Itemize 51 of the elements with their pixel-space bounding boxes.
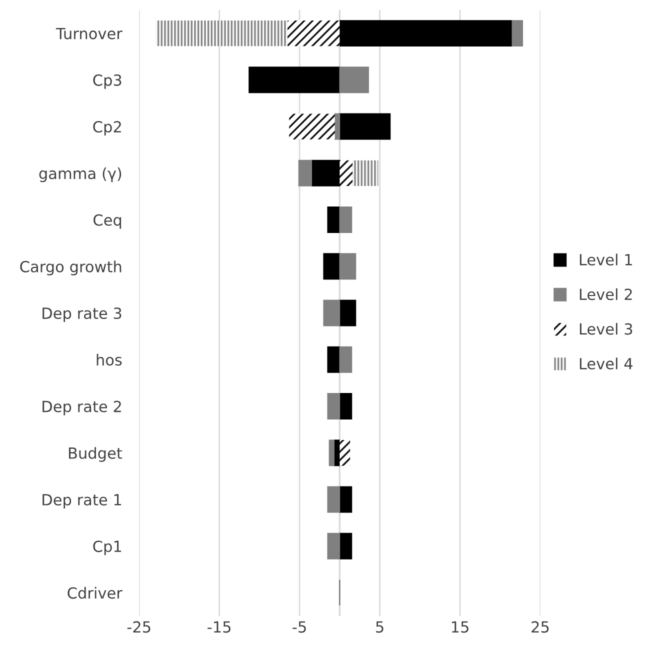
bar [352,160,378,186]
x-tick-label: -15 [208,621,230,633]
bar [327,393,340,420]
legend-label: Level 1 [580,254,632,266]
bar [340,160,353,186]
x-tick-label: -5 [292,621,306,633]
legend-label: Level 2 [580,288,632,300]
bar [339,20,513,47]
bar [327,532,340,560]
bar [311,160,340,186]
bar [289,114,335,140]
bar [339,486,352,513]
bar [340,440,350,466]
bar [339,66,369,94]
y-tick-label: hos [96,354,122,366]
bar [339,300,356,326]
bar [248,66,340,94]
y-tick-label: Dep rate 3 [42,307,122,322]
y-tick-label: Ceq [94,214,122,229]
x-tick-label: 5 [376,621,384,633]
bar [339,206,352,234]
bar [298,160,312,186]
y-tick-label: Cp1 [93,540,122,556]
y-tick-label: Cp3 [93,74,122,89]
bar [328,440,334,466]
bar [323,253,340,280]
y-tick-label: Cp2 [93,121,121,136]
y-tick-label: Cdriver [68,586,122,599]
bar [288,20,340,46]
bar [327,206,340,234]
bar [339,346,352,373]
y-tick-label: gamma (γ) [39,167,122,182]
bar [156,20,288,46]
bar [339,253,356,280]
x-tick-label: 25 [532,621,549,633]
bar [512,20,524,47]
bar [323,300,340,326]
bar [339,532,352,560]
y-tick-label: Turnover [56,28,122,40]
bar [339,113,391,140]
y-tick-label: Budget [68,447,122,462]
y-tick-label: Dep rate 2 [42,400,121,416]
legend-label: Level 3 [580,322,632,335]
bar [339,393,352,420]
x-tick-label: 15 [452,621,468,633]
legend-label: Level 4 [580,358,632,370]
y-tick-label: Dep rate 1 [42,494,122,508]
y-tick-label: Cargo growth [20,260,122,276]
bar [327,486,340,513]
bar [327,346,340,373]
x-tick-label: -25 [127,621,150,633]
